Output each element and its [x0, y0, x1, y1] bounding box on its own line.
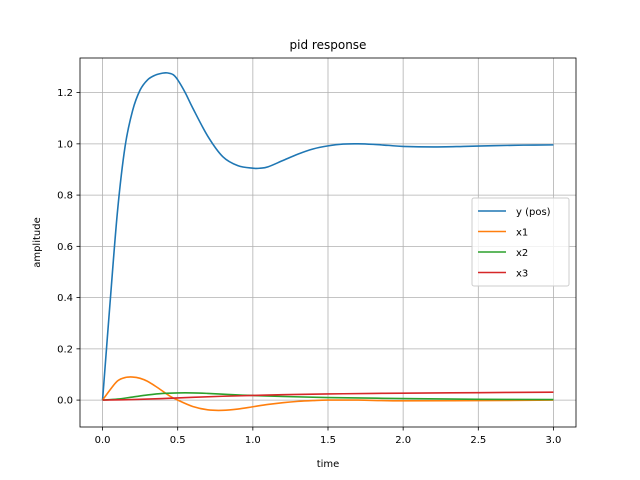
x-tick-label: 2.5 — [470, 435, 486, 446]
chart-title: pid response — [290, 38, 367, 52]
legend-label-3: x3 — [516, 269, 528, 280]
x-tick-label: 3.0 — [546, 435, 562, 446]
y-tick-label: 0.8 — [57, 191, 73, 202]
series-line-1 — [101, 376, 554, 412]
series-line-3 — [102, 391, 554, 401]
legend-label-0: y (pos) — [516, 207, 551, 218]
series-line-0 — [101, 71, 554, 401]
x-tick-label: 1.5 — [320, 435, 336, 446]
legend-box — [471, 197, 570, 287]
y-tick-label: 0.4 — [57, 293, 73, 304]
y-tick-label: 1.0 — [57, 139, 73, 150]
legend: y (pos) x1 x2 x3 — [471, 197, 570, 287]
axis-ticks: 0.0 0.5 1.0 1.5 2.0 2.5 3.0 0.0 0.2 0.4 0.6 0.8 1.0 1… — [57, 88, 561, 446]
x-axis-title: time — [317, 459, 340, 470]
y-tick-label: 0.0 — [57, 396, 73, 407]
legend-label-2: x2 — [516, 248, 528, 259]
series-line-2 — [102, 392, 554, 401]
y-tick-label: 0.6 — [57, 242, 73, 253]
x-tick-label: 0.5 — [170, 435, 186, 446]
y-axis-title: amplitude — [32, 217, 43, 268]
x-tick-label: 2.0 — [395, 435, 411, 446]
x-tick-label: 1.0 — [245, 435, 261, 446]
x-tick-label: 0.0 — [95, 435, 111, 446]
series-lines — [101, 71, 554, 412]
legend-label-1: x1 — [516, 228, 528, 239]
y-tick-label: 1.2 — [57, 88, 73, 99]
y-tick-label: 0.2 — [57, 344, 73, 355]
